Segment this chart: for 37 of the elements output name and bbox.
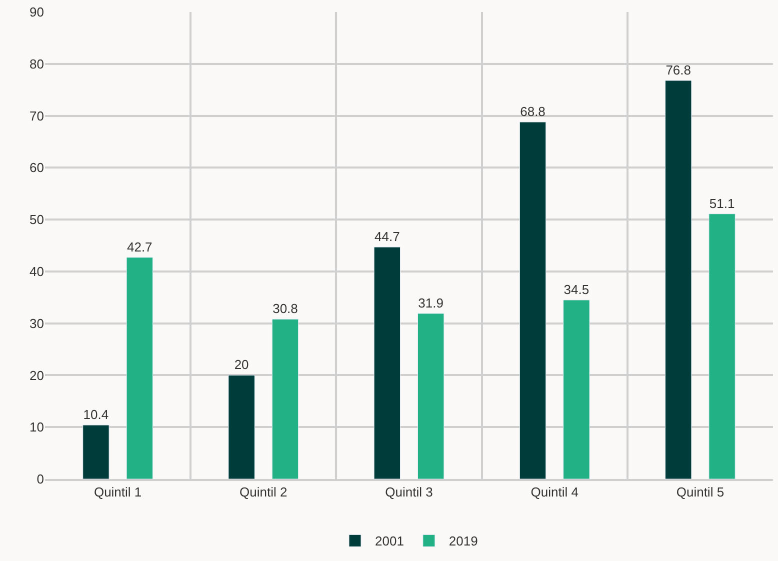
bar	[126, 257, 153, 479]
y-tick-label: 50	[30, 212, 44, 228]
bar	[708, 214, 736, 479]
data-label: 34.5	[564, 282, 590, 297]
y-tick-label: 0	[36, 472, 44, 487]
y-tick-label: 70	[30, 108, 44, 124]
bar	[563, 300, 590, 479]
x-tick-label: Quintil 2	[240, 484, 288, 500]
data-label: 44.7	[374, 229, 400, 244]
data-label: 68.8	[520, 104, 546, 119]
y-tick-label: 80	[30, 56, 44, 72]
y-tick-label: 60	[30, 160, 44, 176]
x-tick-label: Quintil 4	[530, 484, 578, 500]
bar	[82, 424, 110, 479]
data-label: 30.8	[272, 301, 298, 316]
bar	[272, 318, 299, 479]
bar	[228, 374, 255, 479]
data-label: 10.4	[83, 407, 109, 422]
bar	[374, 246, 401, 479]
y-tick-label: 30	[30, 316, 44, 331]
y-tick-label: 90	[30, 4, 44, 20]
y-tick-label: 20	[30, 368, 44, 383]
bar	[519, 122, 546, 479]
data-label: 31.9	[418, 295, 444, 310]
x-tick-label: Quintil 5	[676, 484, 724, 500]
y-tick-label: 40	[30, 264, 44, 279]
data-label: 20	[234, 357, 249, 372]
legend-label: 2001	[375, 534, 404, 549]
data-label: 42.7	[126, 239, 152, 254]
bar	[417, 313, 444, 479]
y-tick-label: 10	[30, 420, 44, 435]
data-label: 51.1	[709, 196, 735, 211]
bar	[665, 80, 692, 479]
x-tick-label: Quintil 3	[385, 484, 433, 500]
legend-label: 2019	[448, 534, 478, 549]
data-label: 76.8	[666, 62, 692, 78]
x-tick-label: Quintil 1	[94, 484, 142, 500]
